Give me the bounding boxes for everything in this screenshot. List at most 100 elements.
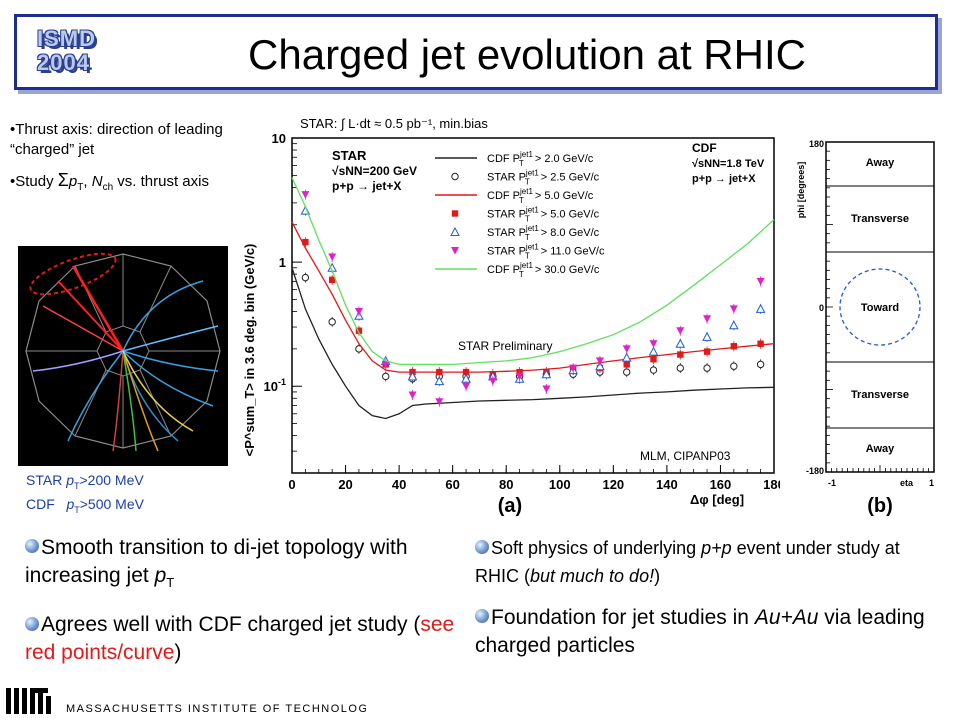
chart-b: Away Transverse Toward Transverse Away 1… [790, 130, 950, 520]
bullet-thrust: •Thrust axis: direction of leading “char… [10, 121, 223, 158]
data-point [595, 357, 604, 365]
cdf-annot-line2: √sNN=1.8 TeV [692, 158, 765, 170]
x-tick-label: 60 [445, 477, 459, 492]
soft-physics-post: ) [654, 566, 661, 586]
legend-cdf-sub: T [74, 504, 80, 515]
data-point [595, 361, 605, 371]
data-point [515, 372, 524, 381]
legend-label: STAR Pjet1 T > 2.5 GeV/c [487, 169, 600, 187]
orb-bullet-icon [25, 539, 39, 554]
soft-physics-mid: event under study at RHIC ( [475, 538, 900, 586]
data-point [434, 376, 445, 386]
legend-star-sub: T [74, 480, 80, 491]
data-point [730, 343, 738, 350]
legend-cdf-p: p [66, 495, 75, 512]
data-point [355, 327, 363, 334]
chart-a-x-label: Δφ [deg] [690, 492, 744, 507]
data-point [729, 320, 739, 330]
chart-a-series [291, 177, 775, 420]
x-tick-label: 20 [338, 477, 352, 492]
series-line [291, 221, 775, 373]
data-point [435, 398, 444, 406]
region-away-bottom: Away [866, 443, 895, 455]
data-point [730, 362, 738, 370]
data-point [569, 364, 578, 373]
data-point [621, 352, 632, 362]
chart-b-x-label: eta [900, 478, 914, 488]
data-point [756, 360, 765, 369]
data-point [541, 369, 552, 379]
legend-marker [451, 247, 459, 255]
data-point [381, 360, 390, 369]
pt-sub: T [77, 182, 84, 193]
chart-a: STAR: ∫ L·dt ≈ 0.5 pb⁻¹, min.bias 10 1 10-… [240, 110, 785, 520]
chart-a-y-label: <P^sum_T> in 3.6 deg. bin (GeV/c) [242, 244, 257, 457]
legend-label: STAR Pjet1 T > 11.0 GeV/c [487, 243, 605, 261]
data-point [703, 364, 711, 372]
data-point [542, 385, 551, 394]
legend-label: CDF Pjet1 T > 5.0 GeV/c [487, 187, 594, 205]
legend-star-label: STAR [26, 472, 67, 488]
data-point [623, 361, 630, 368]
bottom-right-bullets: Soft physics of underlying p+p event und… [475, 534, 945, 674]
left-bullets: •Thrust axis: direction of leading “char… [10, 120, 250, 208]
x-tick-label: 0 [288, 477, 295, 492]
legend-marker [451, 172, 459, 181]
data-point [301, 273, 310, 282]
bullet-foundation: Foundation for jet studies in Au+Au via … [475, 604, 945, 660]
data-point [757, 340, 764, 347]
legend-marker [451, 210, 459, 217]
chart-b-panel-label: (b) [867, 495, 893, 517]
event-display [18, 246, 228, 466]
cdf-annot-line1: CDF [692, 141, 717, 155]
orb-bullet-icon [475, 609, 489, 624]
legend-star-cut: >200 MeV [79, 472, 144, 488]
chart-b-ytick-180: 180 [809, 139, 824, 149]
foundation-post: via leading charged particles [475, 606, 925, 657]
data-point [488, 377, 497, 386]
toward-cone [839, 268, 921, 346]
leading-jet-cone [29, 252, 117, 296]
x-tick-label: 160 [710, 477, 732, 492]
auau-italic: Au+Au [754, 606, 819, 629]
chart-b-xtick-right: 1 [929, 478, 934, 488]
data-point [623, 368, 631, 376]
pp-italic: p+p [701, 538, 732, 558]
legend-cdf-cut: >500 MeV [79, 495, 144, 512]
region-away-top: Away [866, 157, 895, 169]
data-point [328, 318, 336, 326]
legend-label: CDF Pjet1 T > 30.0 GeV/c [487, 261, 600, 279]
legend-label: STAR Pjet1 T > 8.0 GeV/c [487, 224, 600, 242]
chart-a-y-axis: 10 1 10-1 [264, 131, 302, 474]
region-transverse-top: Transverse [851, 213, 909, 225]
data-point [755, 303, 766, 313]
bullet-study-post: vs. thrust axis [113, 173, 209, 190]
cdf-annot-line3: p+p → jet+X [692, 173, 756, 185]
star-annot-line2: √sNN=200 GeV [332, 164, 417, 178]
data-point [622, 345, 631, 353]
logo-line1: ISMD [37, 26, 96, 51]
x-tick-label: 80 [499, 477, 513, 492]
chart-b-ytick-neg180: -180 [806, 466, 824, 476]
x-tick-label: 140 [656, 477, 678, 492]
title-bar: ISMD 2004 Charged jet evolution at RHIC [14, 14, 938, 90]
data-point [702, 331, 712, 341]
data-point [703, 315, 712, 323]
bullet-soft-physics: Soft physics of underlying p+p event und… [475, 534, 945, 590]
smooth-transition-text: Smooth transition to di-jet topology wit… [25, 536, 408, 587]
orb-bullet-icon [475, 540, 489, 555]
page-title: Charged jet evolution at RHIC [248, 31, 806, 78]
data-point [649, 340, 658, 348]
data-point [382, 372, 390, 381]
mit-logo-icon [6, 688, 51, 714]
orb-bullet-icon [25, 616, 39, 631]
bullet-study-pre: •Study [10, 173, 58, 190]
data-point [729, 305, 738, 313]
nch-sub: ch [102, 182, 114, 193]
soft-physics-pre: Soft physics of underlying [491, 538, 702, 558]
data-point [302, 238, 309, 246]
sum-symbol: Σ [57, 170, 69, 190]
data-point [649, 366, 658, 374]
mit-footer-svg: MASSACHUSETTS INSTITUTE OF TECHNOLOGY [6, 688, 376, 715]
